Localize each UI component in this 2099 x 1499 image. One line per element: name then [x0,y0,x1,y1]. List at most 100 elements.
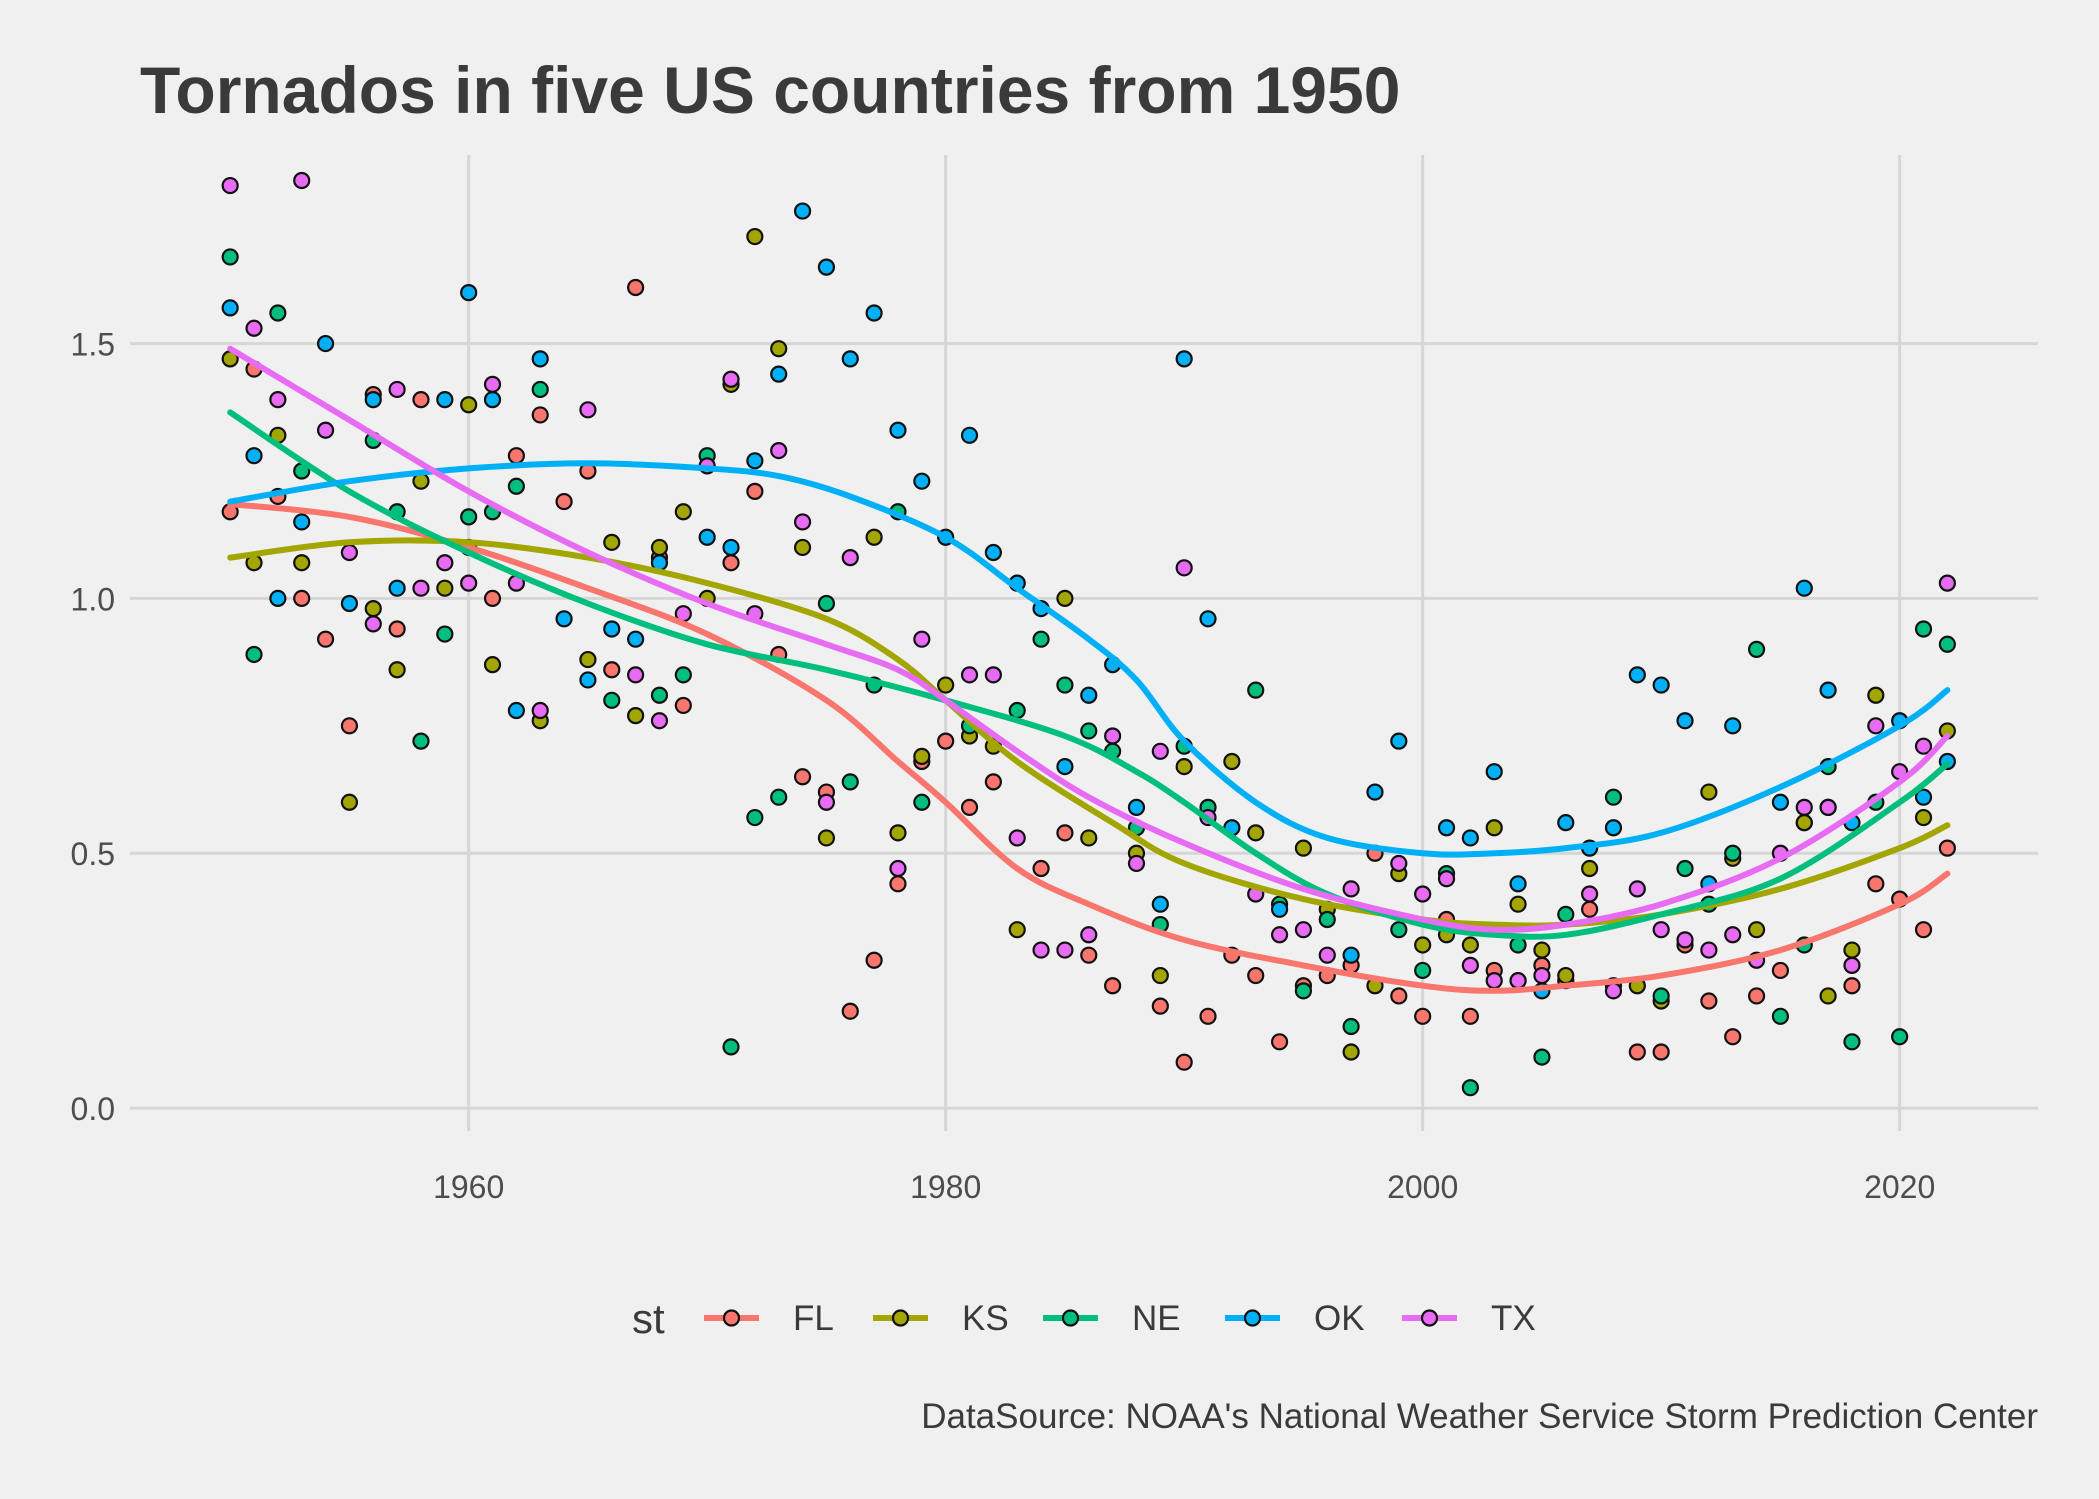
point-fl [627,278,645,297]
point-ks [1509,895,1527,913]
point-tx [412,579,430,597]
point-tx [1604,982,1623,1000]
point-fl [1914,921,1933,939]
point-fl [1843,977,1861,995]
point-tx [1294,921,1313,939]
legend-key-point-ne [1061,1309,1080,1327]
point-fl [1771,961,1790,980]
point-ok [507,701,525,720]
point-fl [603,661,621,679]
point-fl [1581,900,1599,918]
point-ok [1270,900,1289,918]
point-ne [221,248,239,266]
point-ks [579,650,597,669]
y-tick-label: 0.5 [71,836,115,872]
point-ne [1414,961,1432,980]
point-ok [889,421,907,439]
point-fl [841,1002,859,1020]
point-tx [269,391,287,409]
point-tx [1437,870,1456,888]
point-ks [340,793,359,811]
point-fl [507,447,525,465]
point-fl [1104,977,1122,995]
point-tx [388,380,406,399]
point-ks [460,396,478,414]
legend-label-ks: KS [962,1299,1009,1338]
point-tx [1938,574,1956,592]
point-ok [1628,666,1646,684]
x-tick-label: 1960 [433,1169,504,1205]
point-ok [984,543,1002,562]
point-fl [1056,824,1074,842]
point-fl [555,492,573,511]
point-ok [841,350,859,368]
point-ok [960,426,979,444]
point-ne [1008,701,1026,720]
point-ks [364,599,382,618]
point-tx [1056,941,1074,959]
point-tx [1867,717,1885,735]
smooth-lines [227,345,1951,994]
point-ok [1127,798,1146,816]
point-ks [436,579,454,597]
point-ne [1557,905,1575,923]
point-ok [1366,783,1384,801]
point-ok [1080,686,1098,704]
point-ne [460,508,478,526]
point-ok [1771,793,1790,811]
point-ne [603,691,621,709]
point-ok [1437,819,1456,837]
point-tx [627,666,645,684]
point-tx [1080,926,1098,944]
point-ok [293,513,311,531]
point-fl [1199,1007,1217,1025]
point-ok [627,630,645,648]
x-tick-label: 2000 [1387,1169,1458,1205]
point-tx [1533,966,1551,985]
point-fl [293,589,311,608]
point-ne [1891,1028,1909,1046]
point-ne [817,594,836,613]
point-ks [1414,936,1432,954]
point-tx [436,554,454,572]
legend-label-ne: NE [1132,1299,1181,1338]
point-tx [1342,880,1360,898]
point-ok [460,284,478,302]
point-ok [388,579,406,597]
point-tx [1628,880,1646,898]
point-ok [1914,788,1933,806]
point-ne [507,477,525,495]
point-ok [269,589,287,608]
point-fl [1700,992,1718,1010]
point-ks [865,528,883,546]
y-axis-ticks: 0.0 0.5 1.0 1.5 [71,327,115,1127]
point-ne [1533,1048,1551,1066]
point-tx [221,176,239,195]
legend-label-fl: FL [793,1299,834,1338]
point-fl [1247,966,1265,985]
legend-key-point-tx [1420,1309,1439,1327]
point-tx [1581,885,1599,903]
point-tx [889,859,907,878]
point-tx [960,666,979,684]
point-fl [1032,859,1050,878]
point-ks [1175,757,1193,776]
point-ne [1247,681,1265,699]
chart-title: Tornados in five US countries from 1950 [140,53,1400,127]
x-tick-label: 1980 [910,1169,981,1205]
point-tx [1485,972,1503,990]
point-ne [1318,910,1336,929]
point-fl [722,554,740,572]
point-tx [984,666,1002,684]
point-fl [746,482,764,500]
point-ne [269,304,287,322]
point-ks [650,538,669,557]
point-fl [960,798,979,816]
point-fl [1414,1007,1432,1025]
point-tx [531,701,549,720]
point-tx [1914,737,1933,755]
point-ks [483,656,502,674]
point-tx [1819,798,1837,816]
point-ok [1795,579,1813,597]
